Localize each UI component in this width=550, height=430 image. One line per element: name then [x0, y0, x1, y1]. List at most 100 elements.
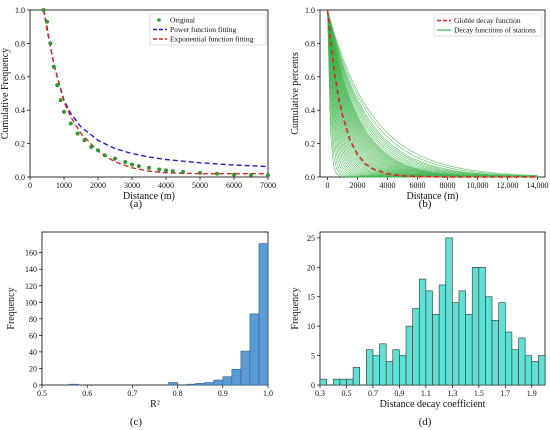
plot-frame [29, 9, 269, 178]
original-data-point [112, 156, 117, 161]
legend-label-stations: Decay functions of stations [454, 26, 536, 35]
panel-d-plot-area: 0.3 0.5 0.7 0.9 1.1 1.3 1.5 1.7 1.9 0 5 10 15 20 25 Dis… [290, 231, 546, 410]
panel-a: 0 1000 2000 3000 4000 5000 6000 7000 0.0 0.2 0.4 0.… [0, 6, 276, 210]
legend-box [149, 13, 267, 46]
y-tick-label: 20 [29, 364, 37, 373]
legend-label-original: Original [170, 16, 195, 25]
histogram-bar [405, 325, 413, 386]
histogram-bar [231, 368, 242, 386]
x-tick-label: 1.5 [474, 389, 484, 398]
x-axis-label: Distance (m) [407, 191, 459, 202]
histogram-bar [432, 314, 440, 386]
x-tick-label: 14,000 [527, 181, 549, 190]
histogram-bar [399, 355, 407, 386]
x-tick-label: 1.1 [421, 389, 431, 398]
histogram-bar [478, 267, 486, 386]
power-fit-line [42, 9, 269, 168]
x-axis-label: R² [150, 399, 160, 410]
histogram-bar [438, 284, 447, 386]
histogram-bar [518, 337, 526, 386]
original-data-point [62, 109, 67, 114]
histogram-bar [186, 383, 196, 386]
x-axis-label: Distance decay coefficient [380, 399, 486, 410]
panel-b-plot-area: 0 2000 4000 6000 8000 10,000 12,000 14,000 0.0 0.… [290, 6, 549, 202]
legend-marker-original [157, 18, 161, 22]
original-data-point [248, 172, 253, 177]
panel-b: 0 2000 4000 6000 8000 10,000 12,000 14,000 0.0 0.… [290, 6, 549, 210]
y-tick-label: 0.8 [305, 39, 315, 48]
original-data-point [123, 159, 128, 164]
original-data-point [157, 167, 162, 172]
y-axis-label: Cumulative Frequency [0, 48, 11, 139]
x-tick-label: 0 [28, 181, 32, 190]
x-tick-label: 0.5 [37, 389, 47, 398]
plot-frame [41, 231, 269, 386]
station-decay-line [327, 9, 538, 177]
legend-box [433, 13, 543, 37]
original-data-point [163, 168, 168, 173]
histogram-bar [372, 355, 380, 386]
histogram-bar [366, 349, 374, 386]
x-tick-label: 6000 [226, 181, 242, 190]
y-tick-label: 0.2 [15, 140, 25, 149]
original-data-point [136, 164, 141, 169]
histogram-bar [504, 331, 513, 386]
x-tick-label: 2000 [350, 181, 366, 190]
y-tick-label: 60 [29, 331, 37, 340]
global-decay-line [326, 9, 538, 178]
histogram-bar [204, 382, 215, 386]
x-tick-label: 6000 [410, 181, 426, 190]
histogram-bar [258, 243, 269, 386]
y-tick-label: 80 [29, 315, 37, 324]
x-axis-label: Distance (m) [123, 191, 175, 202]
histogram-bar [491, 319, 499, 386]
y-tick-label: 25 [307, 234, 315, 243]
x-tick-label: 0.5 [341, 389, 351, 398]
y-tick-label: 0 [33, 381, 37, 390]
histogram-bar [445, 237, 453, 386]
y-tick-label: 120 [25, 282, 37, 291]
station-decay-line [327, 9, 538, 177]
x-tick-label: 0.9 [394, 389, 404, 398]
original-data-point [58, 98, 63, 103]
y-axis-label: Cumulative percents [290, 52, 301, 135]
x-tick-label: 0.8 [173, 389, 183, 398]
histogram-bar [346, 378, 354, 386]
histogram-bar [412, 308, 420, 386]
histogram-bar [471, 267, 480, 386]
original-data-point [41, 7, 46, 12]
original-data-point [231, 172, 236, 177]
x-tick-label: 0.3 [315, 389, 325, 398]
panel-a-plot-area: 0 1000 2000 3000 4000 5000 6000 7000 0.0 0.2 0.4 0.… [0, 6, 276, 202]
histogram-bar [385, 361, 394, 386]
x-tick-label: 3000 [124, 181, 140, 190]
histogram-bar [68, 383, 79, 386]
y-tick-label: 0.4 [15, 106, 25, 115]
x-tick-label: 0.6 [82, 389, 92, 398]
y-tick-label: 140 [25, 265, 37, 274]
legend-label-exponential: Exponential function fitting [170, 35, 254, 44]
panel-a-label: (a) [130, 198, 143, 210]
x-tick-label: 4000 [380, 181, 396, 190]
x-tick-label: 1000 [56, 181, 72, 190]
original-data-point [55, 83, 60, 88]
histogram-bar [249, 313, 260, 386]
legend-label-global: Globle decay function [454, 16, 521, 25]
panel-d: 0.3 0.5 0.7 0.9 1.1 1.3 1.5 1.7 1.9 0 5 10 15 20 25 Dis… [290, 231, 546, 428]
y-tick-label: 0.0 [305, 173, 315, 182]
histogram-bar [511, 349, 519, 386]
y-tick-label: 160 [25, 249, 37, 258]
y-tick-label: 100 [25, 298, 37, 307]
x-tick-label: 12,000 [497, 181, 519, 190]
histogram-bar [452, 302, 460, 386]
original-data-point [129, 162, 134, 167]
original-data-point [146, 165, 151, 170]
x-tick-label: 2000 [90, 181, 106, 190]
x-tick-label: 4000 [158, 181, 174, 190]
x-tick-label: 1.7 [500, 389, 510, 398]
y-tick-label: 0.4 [305, 106, 315, 115]
histogram-bar [458, 290, 466, 386]
x-tick-label: 7000 [260, 181, 276, 190]
y-tick-label: 1.0 [305, 6, 315, 15]
